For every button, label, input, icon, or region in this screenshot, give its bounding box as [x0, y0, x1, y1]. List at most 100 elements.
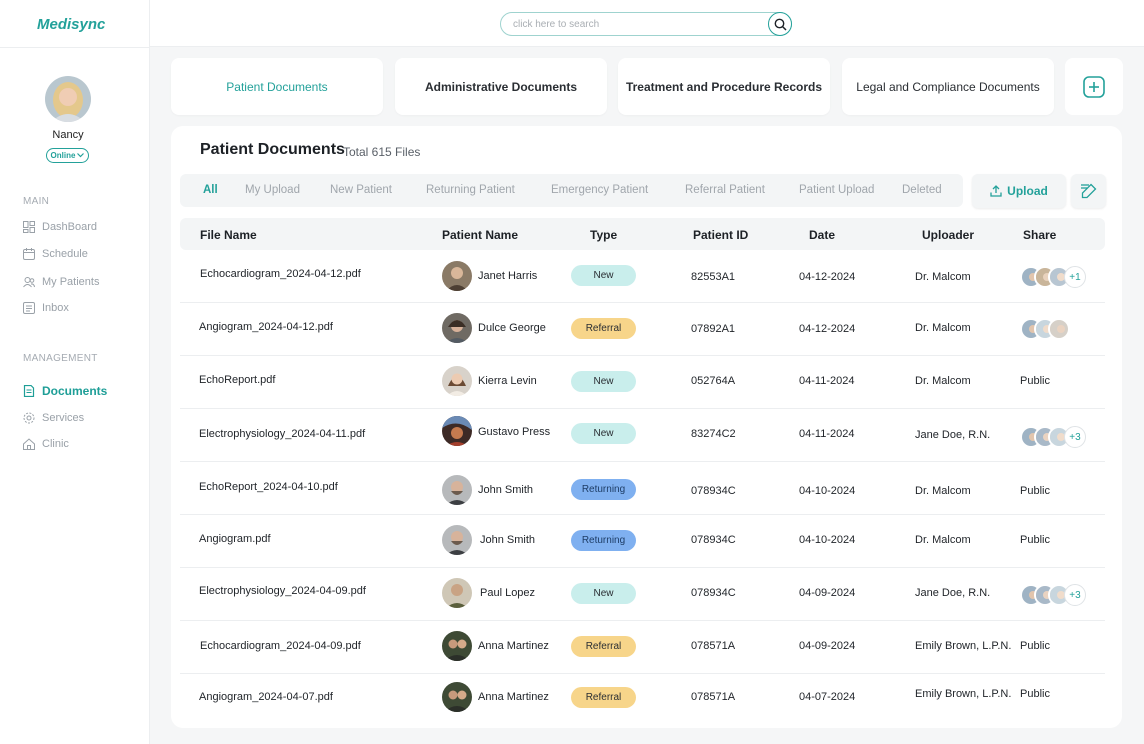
filter-my-upload[interactable]: My Upload [245, 184, 300, 196]
search-button[interactable] [768, 12, 792, 36]
patient-id: 078934C [691, 485, 736, 497]
sidebar-item-services[interactable]: Services [23, 409, 84, 427]
file-name[interactable]: Electrophysiology_2024-04-11.pdf [199, 428, 366, 440]
sidebar-item-schedule[interactable]: Schedule [23, 245, 88, 263]
sidebar-item-dashboard[interactable]: DashBoard [23, 218, 97, 236]
user-name: Nancy [52, 129, 84, 141]
home-icon [23, 438, 35, 450]
file-name[interactable]: Echocardiogram_2024-04-12.pdf [200, 268, 361, 280]
column-header-share[interactable]: Share [1023, 228, 1057, 242]
share-avatars[interactable]: +3 [1020, 426, 1086, 448]
filter-referral-patient[interactable]: Referral Patient [685, 184, 765, 196]
column-header-file-name[interactable]: File Name [200, 228, 257, 242]
type-badge: Referral [571, 318, 636, 339]
share-more-count[interactable]: +3 [1064, 426, 1086, 448]
share-more-count[interactable]: +1 [1064, 266, 1086, 288]
table-row[interactable] [180, 409, 1105, 462]
tab-treatment-records[interactable]: Treatment and Procedure Records [618, 58, 830, 115]
sidebar-item-documents[interactable]: Documents [23, 382, 107, 400]
chevron-down-icon [77, 153, 85, 158]
column-header-patient-id[interactable]: Patient ID [693, 228, 749, 242]
patient-name: Anna Martinez [478, 640, 549, 652]
file-name[interactable]: Angiogram_2024-04-07.pdf [199, 691, 333, 703]
patient-name: John Smith [480, 534, 536, 546]
sidebar-item-label: Clinic [42, 438, 69, 450]
date: 04-10-2024 [799, 534, 856, 546]
uploader: Emily Brown, L.P.N. [915, 640, 1012, 652]
sidebar: Medisync Nancy Online MAIN DashBoard Sch… [0, 0, 150, 744]
plus-square-icon [1083, 75, 1105, 98]
share-avatar [1048, 318, 1070, 340]
file-name[interactable]: Echocardiogram_2024-04-09.pdf [200, 640, 361, 652]
tab-patient-documents[interactable]: Patient Documents [171, 58, 383, 115]
sidebar-item-label: Documents [42, 384, 108, 398]
filter-bar [180, 174, 963, 207]
file-name[interactable]: Angiogram_2024-04-12.pdf [199, 321, 333, 333]
add-category-button[interactable] [1065, 58, 1123, 115]
app-logo[interactable]: Medisync [37, 16, 106, 33]
share-text: Public [1020, 534, 1050, 546]
share-avatars[interactable]: +3 [1020, 584, 1086, 606]
table-row[interactable] [180, 356, 1105, 409]
sidebar-item-clinic[interactable]: Clinic [23, 435, 69, 453]
date: 04-09-2024 [799, 587, 856, 599]
patient-name: John Smith [478, 484, 534, 496]
filter-emergency-patient[interactable]: Emergency Patient [551, 184, 649, 196]
patient-avatar [442, 475, 472, 505]
filter-patient-upload[interactable]: Patient Upload [799, 184, 875, 196]
upload-button[interactable]: Upload [972, 174, 1066, 208]
date: 04-11-2024 [799, 428, 855, 440]
document-icon [23, 385, 35, 397]
share-avatar [1048, 584, 1070, 606]
tab-administrative-documents[interactable]: Administrative Documents [395, 58, 607, 115]
filter-returning-patient[interactable]: Returning Patient [426, 184, 515, 196]
column-header-type[interactable]: Type [590, 228, 618, 242]
patient-name: Gustavo Press [478, 426, 551, 438]
share-more-count[interactable]: +3 [1064, 584, 1086, 606]
status-badge[interactable]: Online [46, 148, 89, 163]
user-avatar[interactable] [45, 76, 91, 122]
patient-avatar [442, 261, 472, 291]
share-avatars[interactable] [1020, 318, 1070, 340]
file-name[interactable]: Angiogram.pdf [199, 533, 271, 545]
search-input[interactable] [513, 17, 763, 32]
column-header-date[interactable]: Date [809, 228, 836, 242]
file-name[interactable]: EchoReport.pdf [199, 374, 276, 386]
patients-icon [23, 276, 35, 288]
filter-all[interactable]: All [203, 184, 218, 196]
table-row[interactable] [180, 462, 1105, 515]
patient-name: Kierra Levin [478, 375, 537, 387]
table-row[interactable] [180, 621, 1105, 674]
patient-avatar [442, 366, 472, 396]
sidebar-item-my-patients[interactable]: My Patients [23, 273, 99, 291]
table-row[interactable] [180, 515, 1105, 568]
date: 04-12-2024 [799, 271, 856, 283]
edit-button[interactable] [1071, 174, 1106, 208]
patient-avatar [442, 631, 472, 661]
table-row[interactable] [180, 303, 1105, 356]
date: 04-12-2024 [799, 323, 856, 335]
sidebar-item-inbox[interactable]: Inbox [23, 299, 69, 317]
column-header-uploader[interactable]: Uploader [922, 228, 975, 242]
column-header-patient-name[interactable]: Patient Name [442, 228, 519, 242]
uploader: Dr. Malcom [915, 375, 971, 387]
page-title: Patient Documents [200, 141, 345, 158]
file-name[interactable]: Electrophysiology_2024-04-09.pdf [199, 585, 366, 597]
sidebar-item-label: DashBoard [42, 221, 98, 233]
file-name[interactable]: EchoReport_2024-04-10.pdf [199, 481, 338, 493]
tab-legal-compliance[interactable]: Legal and Compliance Documents [842, 58, 1054, 115]
filter-new-patient[interactable]: New Patient [330, 184, 393, 196]
uploader: Dr. Malcom [915, 485, 971, 497]
uploader: Dr. Malcom [915, 271, 971, 283]
sidebar-item-label: Inbox [42, 302, 69, 314]
patient-id: 052764A [691, 375, 736, 387]
table-row[interactable] [180, 568, 1105, 621]
date: 04-11-2024 [799, 375, 855, 387]
type-badge: Returning [571, 479, 636, 500]
table-row[interactable] [180, 250, 1105, 303]
filter-deleted[interactable]: Deleted [902, 184, 942, 196]
type-badge: Referral [571, 687, 636, 708]
share-avatars[interactable]: +1 [1020, 266, 1086, 288]
patient-avatar [442, 578, 472, 608]
patient-id: 07892A1 [691, 323, 736, 335]
